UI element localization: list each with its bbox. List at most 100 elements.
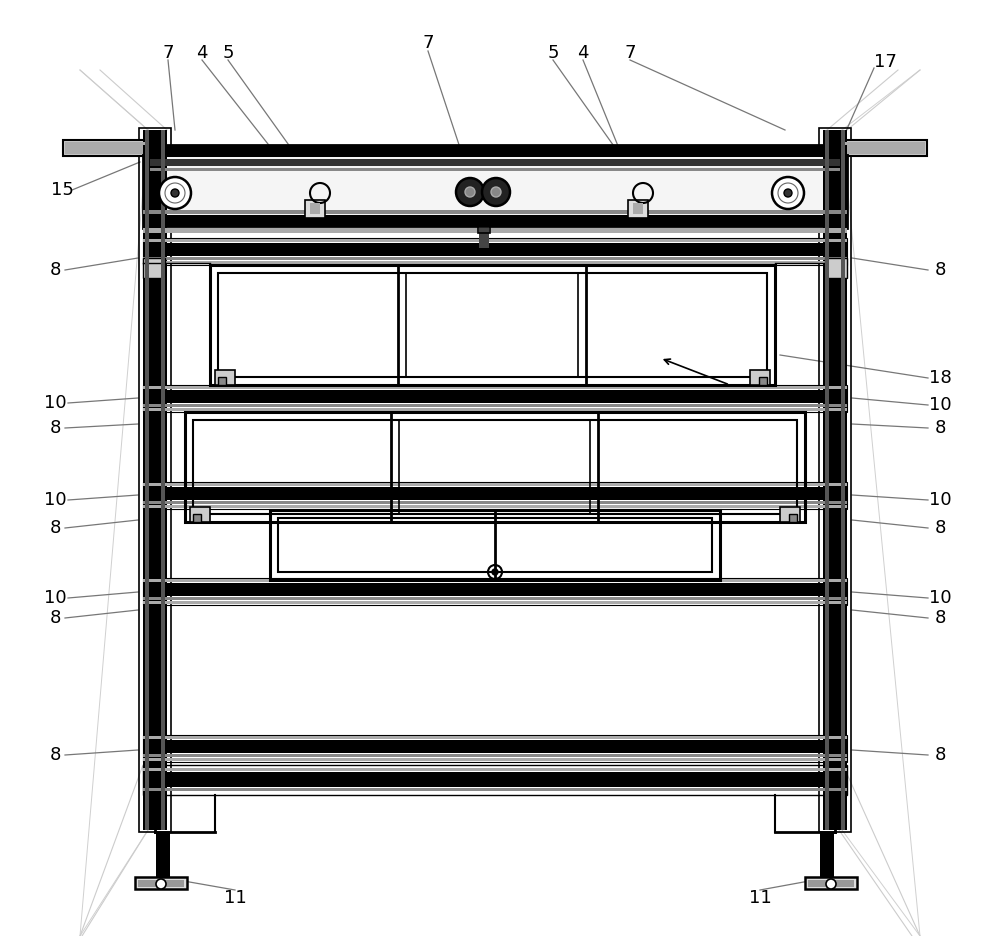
Bar [143, 736, 847, 739]
Bar [270, 510, 720, 580]
Text: 10: 10 [44, 491, 66, 509]
Bar [143, 754, 847, 757]
Text: 10: 10 [929, 589, 951, 607]
Text: 11: 11 [749, 889, 771, 907]
Bar [143, 583, 847, 596]
Bar [143, 261, 847, 264]
Bar [143, 772, 847, 787]
Circle shape [772, 177, 804, 209]
Text: 8: 8 [49, 609, 61, 627]
Bar [150, 168, 840, 171]
Bar [805, 877, 857, 889]
Circle shape [456, 178, 484, 206]
Bar [143, 239, 847, 242]
Bar [156, 832, 170, 884]
Bar [143, 768, 847, 771]
Circle shape [826, 879, 836, 889]
Bar [143, 788, 847, 791]
Bar [143, 758, 847, 761]
Text: 8: 8 [49, 261, 61, 279]
Bar [143, 258, 165, 278]
Bar [305, 200, 325, 218]
Circle shape [171, 189, 179, 197]
Text: 8: 8 [934, 746, 946, 764]
Text: 10: 10 [929, 491, 951, 509]
Bar [143, 130, 167, 830]
Bar [143, 145, 847, 157]
Bar [143, 243, 847, 256]
Bar [628, 200, 648, 218]
Bar [143, 385, 847, 412]
Bar [190, 507, 210, 522]
Bar [780, 507, 800, 522]
Bar [143, 735, 847, 762]
Bar [478, 225, 490, 233]
Bar [819, 128, 851, 832]
Bar [143, 765, 847, 795]
Bar [143, 482, 847, 509]
Bar [143, 597, 847, 600]
Bar [65, 142, 145, 154]
Text: 8: 8 [49, 419, 61, 437]
Bar [143, 238, 847, 265]
Text: 8: 8 [934, 519, 946, 537]
Bar [150, 159, 840, 166]
Bar [143, 228, 847, 233]
Bar [841, 130, 845, 830]
Text: 18: 18 [929, 369, 951, 387]
Bar [143, 210, 847, 214]
Bar [135, 877, 187, 889]
Bar [145, 130, 149, 830]
Text: 8: 8 [49, 519, 61, 537]
Bar [143, 215, 847, 227]
Circle shape [492, 569, 498, 575]
Text: 8: 8 [934, 261, 946, 279]
Bar [750, 370, 770, 385]
Text: 8: 8 [934, 419, 946, 437]
Bar [193, 420, 797, 514]
Bar [193, 514, 201, 522]
Bar [143, 483, 847, 486]
Bar [143, 408, 847, 411]
Text: 5: 5 [547, 44, 559, 62]
Bar [161, 130, 165, 830]
Bar [210, 265, 775, 385]
Text: 7: 7 [624, 44, 636, 62]
Text: 4: 4 [196, 44, 208, 62]
Bar [143, 145, 847, 228]
Text: 10: 10 [44, 394, 66, 412]
Circle shape [465, 187, 475, 197]
Text: 5: 5 [222, 44, 234, 62]
Bar [185, 412, 805, 522]
Bar [143, 487, 847, 500]
Bar [278, 518, 712, 572]
Text: 7: 7 [162, 44, 174, 62]
Bar [139, 128, 171, 832]
Bar [825, 258, 847, 278]
Text: 4: 4 [577, 44, 589, 62]
Circle shape [159, 177, 191, 209]
Text: 10: 10 [929, 396, 951, 414]
Bar [143, 740, 847, 753]
Bar [808, 880, 854, 887]
Bar [143, 578, 847, 605]
Bar [143, 386, 847, 389]
Text: 8: 8 [49, 746, 61, 764]
Bar [759, 377, 767, 385]
Text: 17: 17 [874, 53, 896, 71]
Bar [479, 228, 489, 248]
Bar [143, 579, 847, 582]
Bar [138, 880, 184, 887]
Bar [843, 140, 927, 156]
Bar [143, 390, 847, 403]
Text: 8: 8 [934, 609, 946, 627]
Bar [789, 514, 797, 522]
Bar [215, 370, 235, 385]
Bar [143, 404, 847, 407]
Bar [845, 142, 925, 154]
Bar [820, 832, 834, 884]
Bar [310, 203, 320, 214]
Bar [63, 140, 147, 156]
Circle shape [156, 879, 166, 889]
Text: 11: 11 [224, 889, 246, 907]
